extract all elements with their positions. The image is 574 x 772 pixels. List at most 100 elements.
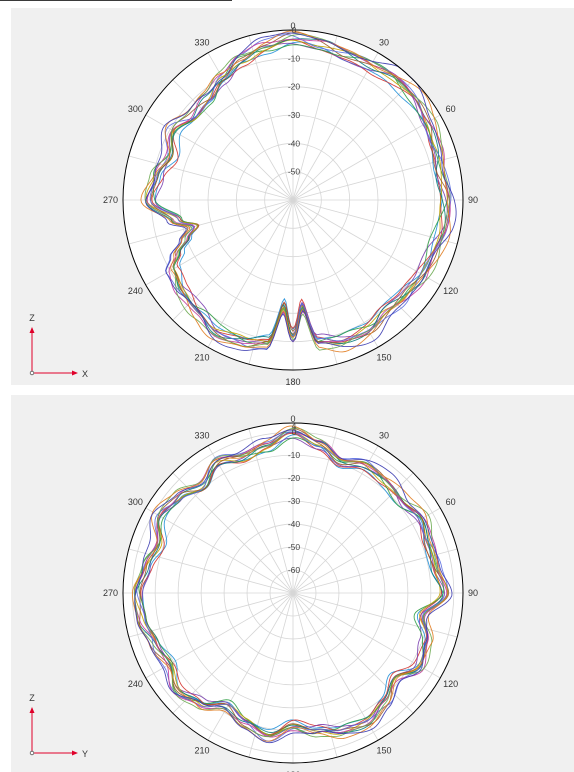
series-group	[140, 30, 457, 353]
radial-tick-label: -30	[288, 496, 301, 506]
grid-spoke	[145, 199, 294, 286]
angle-tick-label: 120	[443, 286, 458, 296]
angle-tick-label: 90	[468, 195, 478, 205]
polar-grid	[123, 423, 463, 763]
angle-tick-label: 330	[194, 37, 209, 47]
angle-tick-label: 60	[446, 497, 456, 507]
grid-spoke	[128, 592, 294, 638]
series-line	[133, 427, 449, 738]
grid-spoke	[292, 592, 379, 741]
series-line	[132, 425, 449, 742]
angle-tick-label: 180	[285, 377, 300, 385]
grid-spoke	[207, 592, 294, 741]
radial-tick-label: 0	[292, 25, 297, 35]
grid-spoke	[128, 548, 294, 594]
angle-tick-label: 60	[446, 104, 456, 114]
angle-tick-label: 270	[103, 588, 118, 598]
series-line	[145, 32, 457, 351]
polar-plot-yz: 0 30 60 90 120 150 180 210 240 270 300 330 0 -10 -20 -3…	[29, 414, 478, 772]
grid-spoke	[172, 79, 294, 201]
horizontal-axis-label: X	[82, 369, 88, 379]
grid-spoke	[292, 199, 338, 365]
grid-spoke	[292, 199, 458, 245]
series-line	[154, 41, 443, 340]
grid-spoke	[128, 199, 294, 245]
angle-tick-label: 0	[290, 414, 295, 424]
grid-spoke	[292, 155, 458, 201]
angle-tick-label: 210	[194, 353, 209, 363]
radial-tick-label: -40	[288, 519, 301, 529]
radial-tick-label: 0	[292, 427, 297, 437]
radial-tick-label: -60	[288, 565, 301, 575]
grid-spoke	[128, 155, 294, 201]
horizontal-arrowhead	[72, 750, 78, 756]
series-group	[132, 425, 453, 744]
radial-tick-label: -10	[288, 450, 301, 460]
polar-plot-panel-yz: 0 30 60 90 120 150 180 210 240 270 300 330 0 -10 -20 -3…	[11, 395, 574, 772]
angle-tick-label: 150	[376, 353, 391, 363]
radial-tick-label: -10	[288, 53, 301, 63]
angle-tick-label: 150	[376, 746, 391, 756]
horizontal-arrowhead	[72, 370, 78, 376]
grid-spoke	[172, 592, 294, 714]
angle-tick-label: 210	[194, 746, 209, 756]
vertical-arrowhead	[29, 707, 35, 713]
angle-tick-label: 30	[379, 430, 389, 440]
radial-tick-label: -50	[288, 167, 301, 177]
plot-frame	[122, 29, 464, 371]
axis-orientation-indicator: ZX	[29, 313, 88, 379]
angle-tick-label: 120	[443, 679, 458, 689]
grid-spoke	[292, 199, 441, 286]
polar-plot-xz: 0 30 60 90 120 150 180 210 240 270 300 330 0 -10 -20 -3…	[29, 21, 478, 385]
radial-tick-label: -40	[288, 138, 301, 148]
vertical-axis-label: Z	[29, 313, 35, 323]
angle-tick-label: 0	[290, 21, 295, 31]
angle-tick-label: 30	[379, 37, 389, 47]
series-line	[136, 431, 449, 742]
angle-tick-label: 270	[103, 195, 118, 205]
polar-plot-panel-xz: 0 30 60 90 120 150 180 210 240 270 300 330 0 -10 -20 -3…	[11, 8, 574, 385]
series-line	[149, 34, 452, 350]
grid-spoke	[292, 199, 379, 348]
series-line	[134, 429, 453, 744]
grid-spoke	[292, 52, 379, 201]
angle-tick-label: 240	[128, 679, 143, 689]
grid-spoke	[292, 548, 458, 594]
grid-spoke	[248, 428, 294, 594]
angle-tick-label: 180	[285, 770, 300, 772]
series-line	[140, 30, 451, 353]
angle-tick-label: 300	[128, 104, 143, 114]
plot-frame	[122, 422, 464, 764]
grid-spoke	[292, 592, 441, 679]
angle-tick-label: 300	[128, 497, 143, 507]
radial-top-label: 4	[292, 421, 297, 431]
radial-tick-label: -50	[288, 542, 301, 552]
grid-spoke	[292, 114, 441, 201]
top-separator-line	[0, 0, 232, 1]
grid-spoke	[248, 35, 294, 201]
grid-spoke	[207, 199, 294, 348]
radial-tick-label: -20	[288, 82, 301, 92]
polar-grid	[123, 30, 463, 370]
vertical-arrowhead	[29, 327, 35, 333]
grid-spoke	[292, 79, 414, 201]
grid-spoke	[292, 592, 458, 638]
grid-spoke	[292, 507, 441, 594]
horizontal-axis-label: Y	[82, 749, 88, 759]
angle-tick-label: 330	[194, 430, 209, 440]
angle-tick-label: 240	[128, 286, 143, 296]
angle-tick-label: 90	[468, 588, 478, 598]
axis-origin	[29, 750, 35, 756]
axis-origin	[29, 370, 35, 376]
grid-spoke	[207, 445, 294, 594]
radial-tick-label: -30	[288, 110, 301, 120]
grid-spoke	[207, 52, 294, 201]
grid-spoke	[292, 592, 414, 714]
grid-spoke	[172, 199, 294, 321]
series-line	[144, 34, 451, 351]
vertical-axis-label: Z	[29, 693, 35, 703]
axis-orientation-indicator: ZY	[29, 693, 88, 759]
grid-spoke	[145, 507, 294, 594]
grid-spoke	[292, 35, 338, 201]
series-line	[145, 39, 443, 345]
